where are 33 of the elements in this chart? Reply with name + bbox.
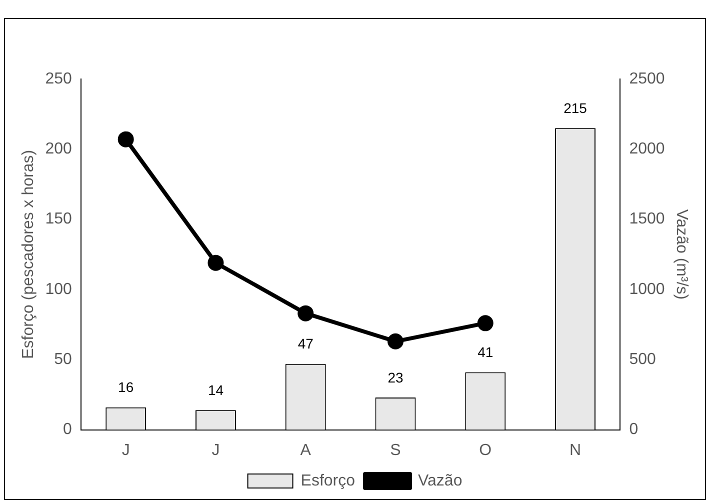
y2-tick-label: 1000 [629,280,665,298]
x-tick-label: J [122,442,130,459]
y-axis-title: Esforço (pescadores x horas) [20,150,38,359]
legend-label: Esforço [300,472,356,490]
x-tick-label: O [479,442,492,459]
point [118,131,134,148]
y2-tick-label: 2500 [629,70,665,88]
point [477,315,494,332]
point [208,254,224,271]
y2-tick-label: 2000 [629,140,665,158]
data-label: 41 [478,344,494,360]
y-tick-label: 200 [45,140,72,158]
y2-tick-label: 1500 [629,210,665,228]
data-label: 215 [564,100,588,116]
x-tick-label: S [390,442,401,459]
x-tick-label: N [569,442,582,459]
data-label: 14 [208,382,224,398]
data-label: 47 [298,336,314,352]
data-label: 16 [118,379,134,396]
point [387,333,404,350]
legend-label: Vazão [418,472,462,490]
data-label: 23 [388,369,404,386]
x-tick-label: J [212,442,220,459]
y-tick-label: 250 [45,70,72,88]
y-tick-label: 50 [54,351,72,368]
point [298,305,314,322]
y-tick-label: 100 [45,280,72,298]
y2-tick-label: 0 [629,421,638,438]
y2-tick-label: 500 [629,351,656,368]
y-tick-label: 150 [45,210,72,228]
x-tick-label: A [300,442,312,459]
y-tick-label: 0 [62,421,72,438]
y2-axis-title: Vazão (m³/s) [672,209,690,300]
